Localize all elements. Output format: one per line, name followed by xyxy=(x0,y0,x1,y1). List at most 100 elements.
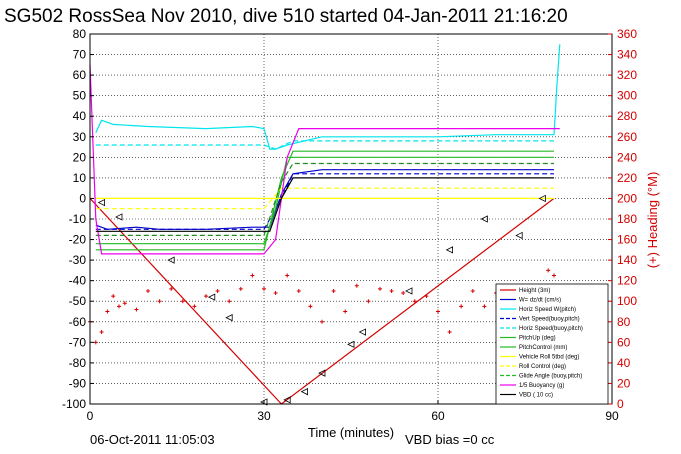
y2-tick-label: 340 xyxy=(617,48,637,62)
legend-entry: Horiz Speed W(pitch) xyxy=(519,307,576,313)
heading-point xyxy=(204,294,208,299)
y2-tick-label: 320 xyxy=(617,68,637,82)
y2-tick-label: 260 xyxy=(617,130,637,144)
y2-tick-label: 120 xyxy=(617,274,637,288)
y-tick-label: -90 xyxy=(69,376,87,390)
footer-date: 06-Oct-2011 11:05:03 xyxy=(90,432,215,447)
footer-vbd-bias: VBD bias =0 cc xyxy=(405,432,495,447)
vbd-marker xyxy=(480,215,488,223)
legend-entry: W= dz/dt (cm/s) xyxy=(519,298,561,304)
y-tick-label: -70 xyxy=(69,335,87,349)
series-line-pitchup xyxy=(95,150,554,251)
heading-point xyxy=(424,294,429,299)
series-line-hspeed xyxy=(95,44,561,150)
heading-point xyxy=(250,273,255,278)
series-line-glide xyxy=(95,162,554,236)
vbd-marker xyxy=(445,246,453,254)
heading-point xyxy=(262,286,266,291)
heading-point xyxy=(354,283,359,288)
legend-entry: Horiz Speed(buoy,pitch) xyxy=(519,326,583,332)
heading-point xyxy=(546,268,551,273)
y-tick-label: -20 xyxy=(69,233,87,247)
heading-point xyxy=(389,288,394,293)
x-tick-label: 60 xyxy=(431,409,445,423)
vbd-marker xyxy=(225,314,233,322)
heading-point xyxy=(552,273,556,278)
heading-point xyxy=(412,299,417,304)
heading-point xyxy=(111,294,116,299)
y-tick-label: 80 xyxy=(73,27,87,41)
y2-tick-label: 80 xyxy=(617,315,631,329)
series-line-buoyancy xyxy=(89,64,560,255)
heading-point xyxy=(192,304,197,309)
legend-entry: Roll Control (deg) xyxy=(519,364,566,370)
x-tick-label: 0 xyxy=(87,409,94,423)
heading-layer xyxy=(88,268,556,345)
x-axis-label: Time (minutes) xyxy=(308,425,394,440)
heading-point xyxy=(378,286,382,291)
y-tick-label: 30 xyxy=(73,130,87,144)
heading-point xyxy=(117,304,121,309)
y-tick-label: -80 xyxy=(69,356,87,370)
vbd-marker xyxy=(358,328,366,336)
y2-tick-label: 240 xyxy=(617,150,637,164)
y2-tick-label: 160 xyxy=(617,233,637,247)
y-tick-label: 50 xyxy=(73,89,87,103)
legend-box: Height (3m) W= dz/dt (cm/s) Horiz Speed W(… xyxy=(495,283,609,405)
series-line-pitchctl xyxy=(95,156,554,245)
heading-point xyxy=(447,330,452,335)
heading-point xyxy=(331,288,336,293)
heading-point xyxy=(99,330,104,335)
vbd-marker xyxy=(300,388,308,396)
right-axis-label: (+) Heading (°M) xyxy=(645,172,660,269)
heading-point xyxy=(482,304,487,309)
y-tick-label: -100 xyxy=(62,397,86,411)
vbd-marker xyxy=(207,293,216,301)
legend-entry: 1/5 Buoyancy (g) xyxy=(519,383,564,389)
x-tick-label: 90 xyxy=(605,409,619,423)
heading-point xyxy=(308,304,313,309)
vbd-marker xyxy=(97,198,105,207)
marker-layer xyxy=(97,194,546,406)
heading-point xyxy=(285,273,290,278)
legend-entry: Vert Speed(buoy,pitch) xyxy=(519,317,580,323)
legend-entry: Vehicle Roll 5tbd (deg) xyxy=(519,355,579,361)
heading-point xyxy=(470,288,475,293)
vbd-marker xyxy=(115,213,123,221)
y2-tick-label: 100 xyxy=(617,294,637,308)
y2-tick-label: 220 xyxy=(617,171,637,185)
y-tick-label: -30 xyxy=(69,253,87,267)
tick-labels: -100-90-80-70-60-50-40-30-20-10010203040… xyxy=(62,27,637,423)
vbd-marker xyxy=(515,231,523,240)
chart-title: SG502 RossSea Nov 2010, dive 510 started… xyxy=(4,6,568,27)
heading-point xyxy=(146,288,150,293)
heading-point xyxy=(169,286,174,291)
heading-point xyxy=(122,301,127,306)
y2-tick-label: 140 xyxy=(617,253,637,267)
heading-point xyxy=(343,309,348,314)
y-tick-label: 10 xyxy=(73,171,87,185)
vbd-marker xyxy=(167,256,175,264)
y2-tick-label: 180 xyxy=(617,212,637,226)
heading-point xyxy=(105,309,110,314)
heading-point xyxy=(180,299,185,304)
heading-point xyxy=(273,291,278,295)
y-tick-label: -50 xyxy=(69,294,87,308)
series-line-wdzdt xyxy=(95,169,554,230)
y2-tick-label: 280 xyxy=(617,109,637,123)
series-line-hspeedb xyxy=(95,140,554,150)
heading-point xyxy=(459,304,464,309)
y2-tick-label: 60 xyxy=(617,335,631,349)
y2-tick-label: 0 xyxy=(617,397,624,411)
series-layer xyxy=(89,44,561,405)
series-line-vbd xyxy=(95,177,554,232)
heading-point xyxy=(157,299,162,304)
y-tick-label: -40 xyxy=(69,274,87,288)
heading-point xyxy=(320,319,324,324)
legend-entry: Height (3m) xyxy=(519,288,550,294)
heading-point xyxy=(93,340,98,345)
heading-point xyxy=(134,307,139,312)
legend-frame xyxy=(495,283,609,405)
legend-entry: Glide Angle (buoy,pitch) xyxy=(519,374,582,380)
